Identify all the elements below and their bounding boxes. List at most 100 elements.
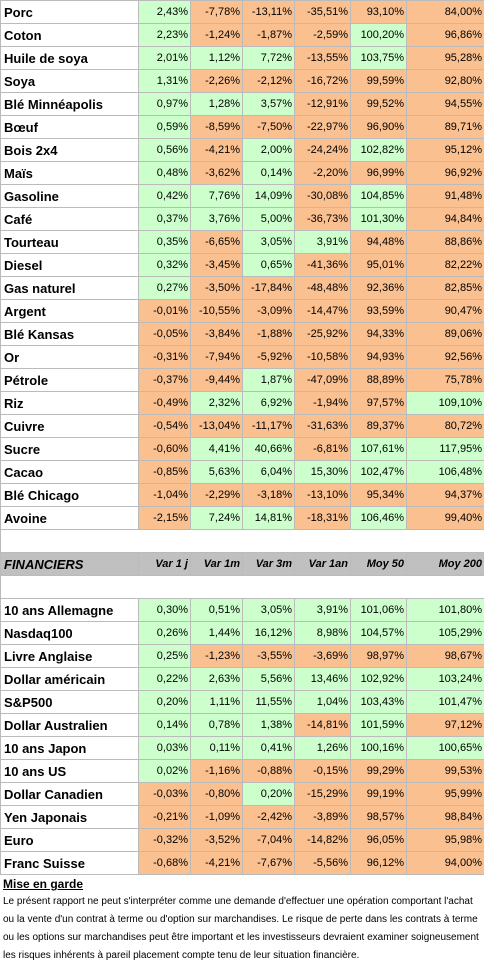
table-row: Dollar Canadien-0,03%-0,80%0,20%-15,29%9… <box>1 783 484 806</box>
value-cell: 90,47% <box>407 300 484 323</box>
value-cell: 16,12% <box>243 622 295 645</box>
value-cell: 0,42% <box>139 185 191 208</box>
value-cell: -47,09% <box>295 369 351 392</box>
value-cell: -5,56% <box>295 852 351 875</box>
value-cell: -22,97% <box>295 116 351 139</box>
value-cell: -7,94% <box>191 346 243 369</box>
value-cell: 106,46% <box>351 507 407 530</box>
value-cell: 101,06% <box>351 599 407 622</box>
value-cell: -14,82% <box>295 829 351 852</box>
value-cell: -2,26% <box>191 70 243 93</box>
value-cell: -3,69% <box>295 645 351 668</box>
row-label: Cuivre <box>1 415 139 438</box>
value-cell: 1,87% <box>243 369 295 392</box>
value-cell: -7,67% <box>243 852 295 875</box>
column-header: Moy 50 <box>351 553 407 576</box>
value-cell: -1,09% <box>191 806 243 829</box>
value-cell: 1,11% <box>191 691 243 714</box>
value-cell: -0,32% <box>139 829 191 852</box>
row-label: Franc Suisse <box>1 852 139 875</box>
value-cell: -24,24% <box>295 139 351 162</box>
value-cell: 3,76% <box>191 208 243 231</box>
value-cell: -0,21% <box>139 806 191 829</box>
row-label: Café <box>1 208 139 231</box>
value-cell: 1,12% <box>191 47 243 70</box>
value-cell: 88,86% <box>407 231 484 254</box>
value-cell: -13,55% <box>295 47 351 70</box>
row-label: Dollar Canadien <box>1 783 139 806</box>
value-cell: 3,91% <box>295 231 351 254</box>
column-header: Var 1 j <box>139 553 191 576</box>
value-cell: -3,09% <box>243 300 295 323</box>
value-cell: 101,30% <box>351 208 407 231</box>
value-cell: 100,16% <box>351 737 407 760</box>
value-cell: 91,48% <box>407 185 484 208</box>
value-cell: -0,03% <box>139 783 191 806</box>
row-label: Sucre <box>1 438 139 461</box>
value-cell: 3,05% <box>243 599 295 622</box>
value-cell: 102,47% <box>351 461 407 484</box>
row-label: Blé Minnéapolis <box>1 93 139 116</box>
column-header: Var 1m <box>191 553 243 576</box>
value-cell: 95,99% <box>407 783 484 806</box>
value-cell: -35,51% <box>295 1 351 24</box>
table-row: Blé Chicago-1,04%-2,29%-3,18%-13,10%95,3… <box>1 484 484 507</box>
column-header: Var 1an <box>295 553 351 576</box>
value-cell: -0,49% <box>139 392 191 415</box>
value-cell: -10,58% <box>295 346 351 369</box>
row-label: Gas naturel <box>1 277 139 300</box>
value-cell: 0,26% <box>139 622 191 645</box>
table-row: Argent-0,01%-10,55%-3,09%-14,47%93,59%90… <box>1 300 484 323</box>
value-cell: 2,23% <box>139 24 191 47</box>
value-cell: 99,40% <box>407 507 484 530</box>
value-cell: -7,78% <box>191 1 243 24</box>
value-cell: -16,72% <box>295 70 351 93</box>
value-cell: 11,55% <box>243 691 295 714</box>
value-cell: 92,80% <box>407 70 484 93</box>
value-cell: -2,12% <box>243 70 295 93</box>
row-label: Porc <box>1 1 139 24</box>
disclaimer: Mise en garde Le présent rapport ne peut… <box>0 877 484 965</box>
value-cell: 2,32% <box>191 392 243 415</box>
value-cell: 98,67% <box>407 645 484 668</box>
value-cell: 95,28% <box>407 47 484 70</box>
value-cell: 2,00% <box>243 139 295 162</box>
table-row: Or-0,31%-7,94%-5,92%-10,58%94,93%92,56% <box>1 346 484 369</box>
row-label: Argent <box>1 300 139 323</box>
row-label: Euro <box>1 829 139 852</box>
value-cell: -11,17% <box>243 415 295 438</box>
value-cell: 93,10% <box>351 1 407 24</box>
value-cell: -10,55% <box>191 300 243 323</box>
financial-header-row: FINANCIERS Var 1 j Var 1m Var 3m Var 1an… <box>1 553 484 576</box>
value-cell: 103,43% <box>351 691 407 714</box>
value-cell: -0,80% <box>191 783 243 806</box>
value-cell: -3,55% <box>243 645 295 668</box>
table-row: Pétrole-0,37%-9,44%1,87%-47,09%88,89%75,… <box>1 369 484 392</box>
value-cell: 15,30% <box>295 461 351 484</box>
value-cell: 105,29% <box>407 622 484 645</box>
value-cell: -3,52% <box>191 829 243 852</box>
value-cell: -4,21% <box>191 139 243 162</box>
value-cell: 0,59% <box>139 116 191 139</box>
value-cell: 100,20% <box>351 24 407 47</box>
value-cell: 96,05% <box>351 829 407 852</box>
value-cell: -13,10% <box>295 484 351 507</box>
value-cell: 89,71% <box>407 116 484 139</box>
value-cell: 1,04% <box>295 691 351 714</box>
value-cell: 0,37% <box>139 208 191 231</box>
value-cell: 92,36% <box>351 277 407 300</box>
row-label: S&P500 <box>1 691 139 714</box>
table-row: Blé Kansas-0,05%-3,84%-1,88%-25,92%94,33… <box>1 323 484 346</box>
